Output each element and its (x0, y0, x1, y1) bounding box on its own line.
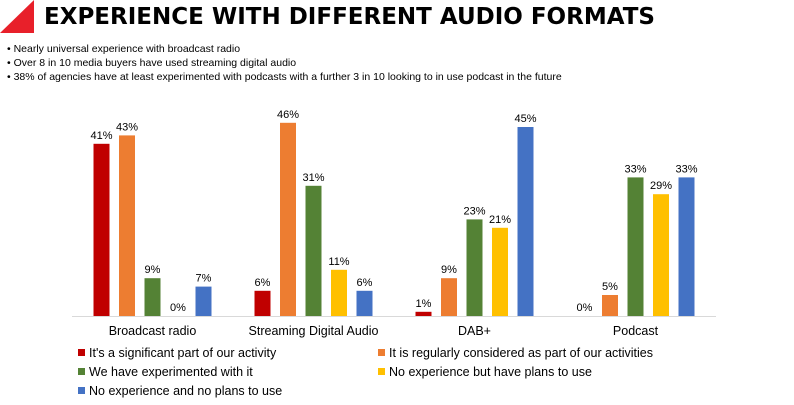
bar (441, 278, 457, 316)
legend-label: It is regularly considered as part of ou… (389, 346, 654, 360)
bullet-item: Nearly universal experience with broadca… (7, 42, 562, 56)
bar (627, 177, 644, 316)
data-label: 5% (602, 281, 618, 293)
bullet-item: Over 8 in 10 media buyers have used stre… (7, 56, 562, 70)
data-label: 41% (90, 130, 112, 142)
legend-swatch-icon (378, 368, 385, 375)
data-label: 33% (624, 163, 646, 175)
data-label: 1% (416, 298, 432, 310)
bar (195, 286, 212, 316)
data-label: 0% (170, 302, 186, 314)
bar (93, 143, 110, 316)
category-label: Broadcast radio (109, 324, 197, 338)
data-label: 9% (441, 264, 457, 276)
bar (678, 177, 695, 316)
bar (466, 219, 483, 316)
bar (653, 194, 669, 316)
audio-formats-bar-chart: 41% 43% 9% 0% 7% Broadcast radio 6% 46% 31% 11% 6%… (72, 109, 716, 338)
data-label: 23% (463, 205, 485, 217)
data-label: 0% (577, 302, 593, 314)
legend-item: It is regularly considered as part of ou… (378, 346, 653, 360)
data-label: 45% (514, 113, 536, 125)
legend-swatch-icon (78, 387, 85, 394)
bar (144, 278, 161, 316)
legend-swatch-icon (78, 368, 85, 375)
data-label: 9% (145, 264, 161, 276)
legend-item: No experience but have plans to use (378, 365, 592, 379)
data-label: 21% (489, 214, 511, 226)
data-label: 33% (675, 163, 697, 175)
category-label: Podcast (613, 324, 659, 338)
legend-item: It's a significant part of our activity (78, 346, 276, 360)
data-label: 6% (357, 277, 373, 289)
legend-label: We have experimented with it (89, 365, 253, 379)
category-label: DAB+ (458, 324, 491, 338)
bar (119, 135, 135, 316)
bar (602, 295, 618, 316)
bar (280, 122, 296, 316)
data-label: 31% (302, 172, 324, 184)
legend-label: No experience but have plans to use (389, 365, 592, 379)
bar (254, 290, 271, 316)
legend-item: No experience and no plans to use (78, 384, 282, 398)
legend-item: We have experimented with it (78, 365, 253, 379)
bullet-item: 38% of agencies have at least experiment… (7, 70, 562, 84)
bar (492, 227, 508, 316)
bar (415, 311, 432, 316)
bar (356, 290, 373, 316)
bar (517, 127, 534, 316)
legend-label: No experience and no plans to use (89, 384, 283, 398)
accent-triangle-shape (0, 0, 34, 33)
data-label: 29% (650, 180, 672, 192)
category-label: Streaming Digital Audio (249, 324, 379, 338)
bar (331, 269, 347, 316)
data-label: 7% (196, 273, 212, 285)
data-label: 46% (277, 109, 299, 121)
legend-label: It's a significant part of our activity (89, 346, 277, 360)
data-label: 43% (116, 121, 138, 133)
title-accent-triangle (0, 0, 34, 33)
legend-swatch-icon (378, 349, 385, 356)
data-label: 6% (255, 277, 271, 289)
slide-title: EXPERIENCE WITH DIFFERENT AUDIO FORMATS (44, 4, 655, 30)
bar (305, 185, 322, 316)
data-label: 11% (328, 256, 349, 268)
legend-swatch-icon (78, 349, 85, 356)
bullet-list: Nearly universal experience with broadca… (7, 42, 562, 84)
